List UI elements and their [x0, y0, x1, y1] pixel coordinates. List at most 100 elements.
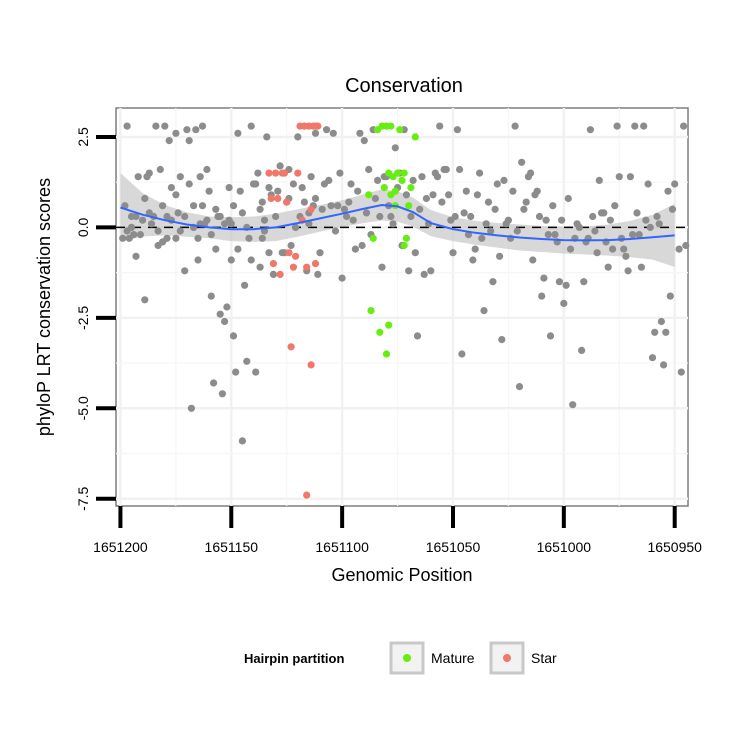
data-point-star [267, 194, 275, 203]
y-tick-label: 0.0 [75, 217, 91, 237]
data-point-other [354, 187, 362, 195]
data-point-other [196, 173, 204, 181]
y-axis: 2.5 0.0 -2.5 -5.0 -7.5 [75, 127, 116, 511]
data-point-other [680, 122, 688, 130]
data-point-other [662, 328, 670, 336]
data-point-mature [391, 187, 399, 195]
data-point-other [294, 133, 302, 141]
data-point-other [462, 187, 470, 195]
data-point-other [597, 209, 606, 217]
data-point-other [606, 216, 615, 224]
data-point-other [648, 354, 657, 362]
data-point-other [460, 209, 468, 217]
data-point-mature [411, 133, 419, 141]
data-point-other [307, 173, 315, 181]
data-point-other [172, 234, 180, 242]
data-point-other [467, 212, 475, 221]
data-point-other [522, 198, 530, 206]
data-point-other [207, 292, 215, 300]
data-point-other [637, 263, 646, 271]
data-point-mature [405, 202, 413, 210]
data-point-other [221, 317, 229, 326]
data-point-other [229, 202, 238, 210]
data-point-other [212, 245, 220, 253]
data-point-other [190, 202, 198, 210]
data-point-other [491, 205, 499, 213]
data-point-other [609, 245, 617, 253]
data-point-other [298, 184, 306, 192]
plot-panel [115, 107, 689, 507]
y-tick-label: -7.5 [75, 487, 91, 511]
data-point-star [289, 263, 297, 271]
data-point-other [513, 227, 521, 235]
data-point-other [493, 180, 501, 188]
data-point-other [511, 122, 519, 130]
data-point-other [657, 317, 666, 326]
data-point-mature [394, 169, 402, 177]
data-point-other [504, 216, 512, 224]
data-point-other [644, 180, 652, 188]
data-point-other [535, 212, 544, 221]
data-point-other [449, 249, 457, 257]
data-point-other [192, 126, 200, 134]
data-point-other [136, 231, 144, 239]
data-point-other [316, 249, 324, 257]
data-point-other [181, 267, 189, 275]
data-point-other [456, 165, 464, 174]
data-point-other [156, 165, 164, 174]
data-point-other [646, 223, 654, 231]
data-point-other [416, 205, 424, 213]
data-point-mature [365, 191, 373, 199]
data-point-star [272, 169, 280, 177]
data-point-other [555, 278, 564, 286]
data-point-other [252, 368, 260, 376]
data-point-other [338, 274, 346, 282]
data-point-star [283, 198, 291, 206]
data-point-other [429, 191, 437, 199]
data-point-other [387, 212, 395, 221]
data-point-other [176, 173, 184, 181]
data-point-other [163, 234, 171, 242]
data-point-other [436, 122, 444, 130]
data-point-other [172, 191, 180, 199]
data-point-other [203, 165, 211, 174]
data-point-other [409, 176, 417, 184]
data-point-other [125, 234, 133, 242]
x-tick-label: 1651200 [93, 539, 148, 555]
data-point-other [418, 173, 426, 181]
data-point-other [509, 187, 517, 195]
data-point-star [294, 169, 302, 177]
data-point-other [640, 122, 648, 130]
data-point-other [227, 256, 235, 264]
data-point-other [469, 256, 477, 264]
data-point-other [538, 292, 546, 300]
confidence-band [120, 173, 675, 267]
data-point-other [265, 184, 273, 192]
data-point-other [274, 187, 282, 195]
data-point-other [258, 234, 266, 242]
legend-swatch-mature [403, 654, 411, 662]
data-point-other [334, 202, 342, 210]
data-point-other [221, 220, 229, 228]
data-point-other [225, 184, 233, 192]
data-point-other [238, 209, 246, 217]
data-point-other [445, 191, 453, 199]
x-tick-label: 1651100 [315, 539, 369, 555]
data-point-star [303, 491, 311, 499]
data-point-other [580, 278, 588, 286]
data-point-mature [385, 321, 393, 329]
data-point-other [234, 245, 242, 253]
data-point-mature [398, 176, 406, 184]
data-point-other [566, 245, 575, 253]
data-point-other [238, 437, 246, 445]
data-point-mature [400, 241, 408, 250]
data-point-other [159, 202, 167, 210]
data-point-other [520, 205, 528, 213]
data-point-star [314, 122, 322, 130]
data-point-other [615, 173, 623, 181]
data-point-other [496, 252, 504, 260]
data-point-other [411, 249, 419, 257]
data-point-other [289, 180, 297, 188]
data-point-other [489, 278, 497, 286]
data-point-star [307, 205, 315, 213]
